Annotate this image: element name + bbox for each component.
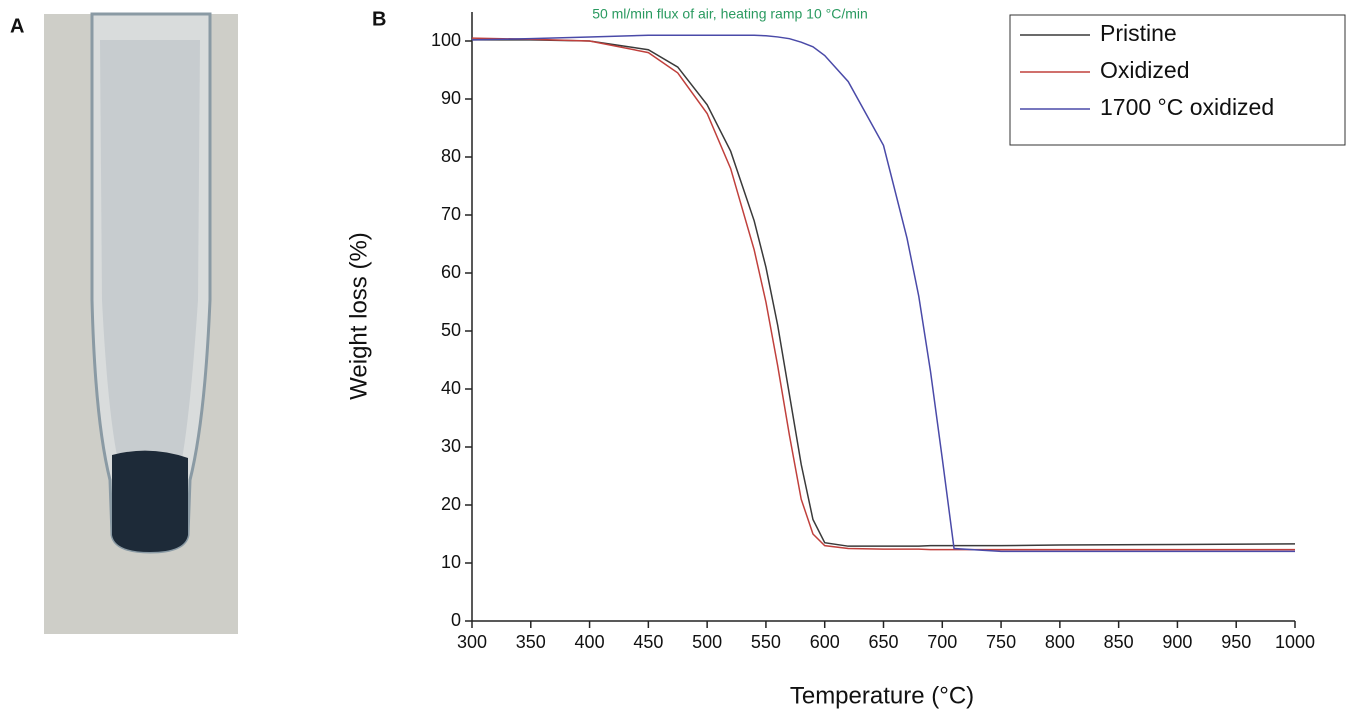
- x-axis-label: Temperature (°C): [790, 682, 974, 709]
- y-tick-label: 50: [441, 320, 461, 340]
- y-tick-label: 100: [431, 30, 461, 50]
- y-tick-label: 80: [441, 146, 461, 166]
- x-tick-label: 750: [986, 632, 1016, 652]
- x-tick-label: 300: [457, 632, 487, 652]
- y-tick-label: 0: [451, 610, 461, 630]
- x-tick-label: 450: [633, 632, 663, 652]
- panel-label: B: [372, 8, 386, 30]
- x-tick-label: 350: [516, 632, 546, 652]
- x-tick-label: 850: [1104, 632, 1134, 652]
- annotation: 50 ml/min flux of air, heating ramp 10 °…: [592, 6, 868, 22]
- y-tick-label: 30: [441, 436, 461, 456]
- x-tick-label: 600: [810, 632, 840, 652]
- legend-label: 1700 °C oxidized: [1100, 94, 1274, 120]
- x-tick-label: 800: [1045, 632, 1075, 652]
- y-tick-label: 60: [441, 262, 461, 282]
- x-tick-label: 700: [927, 632, 957, 652]
- x-tick-label: 950: [1221, 632, 1251, 652]
- panel-label: A: [10, 15, 24, 37]
- x-tick-label: 400: [575, 632, 605, 652]
- legend-box: [1009, 14, 1346, 146]
- x-tick-label: 650: [868, 632, 898, 652]
- y-axis-label: Weight loss (%): [345, 232, 372, 400]
- y-tick-label: 40: [441, 378, 461, 398]
- y-tick-label: 70: [441, 204, 461, 224]
- y-tick-label: 20: [441, 494, 461, 514]
- series-line: [471, 37, 1295, 551]
- x-tick-label: 550: [751, 632, 781, 652]
- x-tick-label: 500: [692, 632, 722, 652]
- legend-label: Oxidized: [1100, 57, 1189, 83]
- x-tick-label: 1000: [1275, 632, 1315, 652]
- series-line: [471, 34, 1295, 553]
- legend-label: Pristine: [1100, 20, 1177, 46]
- y-tick-label: 10: [441, 552, 461, 572]
- y-tick-label: 90: [441, 88, 461, 108]
- x-tick-label: 900: [1162, 632, 1192, 652]
- photo: [44, 12, 238, 634]
